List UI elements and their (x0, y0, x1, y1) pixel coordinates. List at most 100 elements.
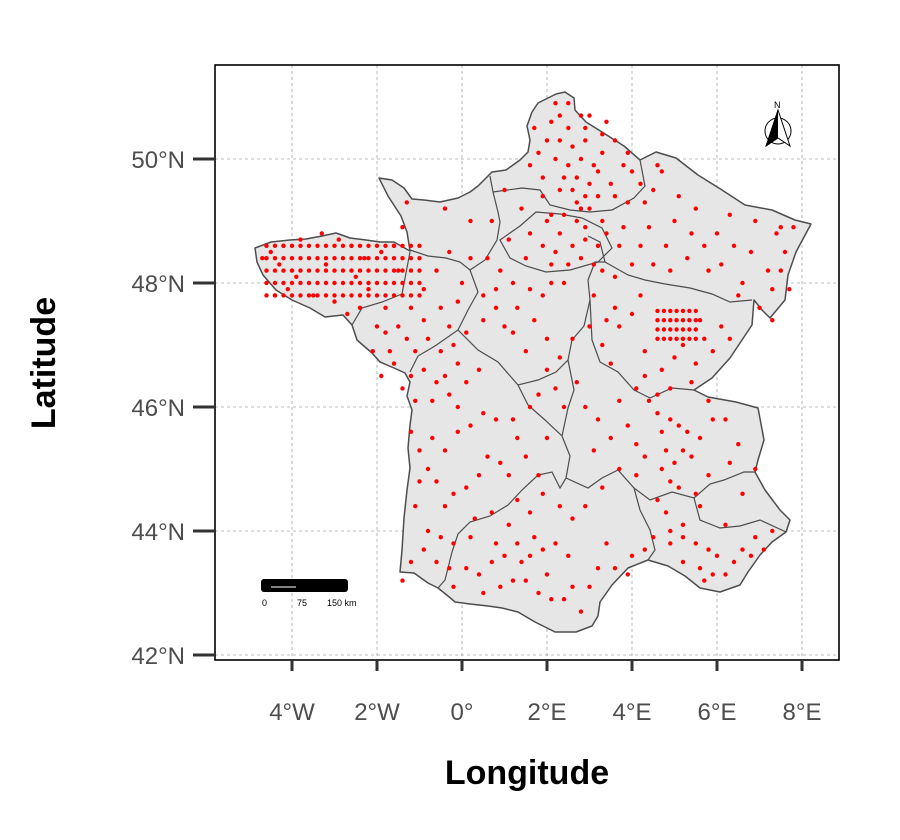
data-point (655, 336, 660, 341)
data-point (549, 119, 554, 125)
data-point (693, 206, 698, 211)
data-point (787, 287, 792, 292)
data-point (498, 460, 503, 465)
data-point (685, 256, 690, 261)
x-tick-label: 6°E (698, 699, 737, 726)
data-point (498, 584, 503, 589)
x-tick-label: 2°E (528, 699, 567, 726)
data-point (366, 293, 371, 298)
data-point (600, 485, 605, 490)
data-point (668, 541, 673, 546)
data-point (481, 590, 486, 596)
data-point (753, 466, 758, 472)
data-point (549, 212, 554, 217)
data-point (570, 584, 575, 589)
data-point (442, 448, 448, 453)
data-point (272, 280, 278, 286)
data-point (625, 572, 630, 577)
data-point (323, 262, 329, 267)
data-point (706, 547, 711, 552)
scale-bar: 0 75 150 km (261, 579, 357, 608)
data-point (642, 454, 647, 459)
data-point (651, 262, 656, 267)
data-point (544, 367, 550, 372)
data-point (659, 367, 664, 372)
data-point (540, 491, 545, 496)
data-point (540, 547, 545, 552)
data-point (323, 293, 329, 298)
data-point (298, 256, 303, 261)
data-point (557, 504, 562, 509)
data-point (574, 218, 579, 224)
data-point (421, 547, 426, 552)
data-point (702, 336, 707, 341)
y-axis-title: Latitude (25, 297, 63, 429)
data-point (340, 243, 346, 248)
data-point (638, 181, 643, 186)
data-point (540, 243, 545, 248)
data-point (476, 367, 482, 372)
data-point (608, 181, 613, 186)
data-point (629, 262, 635, 267)
data-point (413, 398, 418, 403)
data-point (481, 411, 486, 416)
data-point (536, 590, 541, 596)
data-point (646, 225, 652, 230)
data-point (685, 429, 690, 434)
data-point (281, 256, 286, 261)
data-point (668, 386, 673, 391)
data-point (510, 280, 516, 286)
north-label: N (774, 100, 781, 110)
data-point (549, 280, 554, 286)
data-point (570, 516, 575, 521)
data-point (674, 308, 679, 314)
data-point (697, 504, 703, 509)
data-point (268, 249, 273, 255)
region-border-paca (693, 497, 787, 533)
data-point (570, 243, 575, 248)
data-point (663, 510, 669, 515)
data-point (387, 349, 392, 354)
data-point (264, 280, 269, 286)
y-tick-label: 46°N (131, 395, 185, 422)
data-point (408, 305, 414, 310)
data-point (544, 572, 550, 577)
data-point (417, 293, 422, 298)
data-point (661, 327, 667, 332)
data-point (591, 448, 596, 453)
data-point (693, 336, 698, 341)
data-point (442, 373, 448, 379)
data-point (553, 541, 558, 546)
data-point (651, 535, 656, 540)
data-point (430, 435, 435, 441)
data-point (417, 268, 422, 273)
data-point (710, 417, 715, 422)
region-border-normandy (409, 175, 501, 271)
data-point (306, 280, 312, 286)
data-point (693, 541, 698, 546)
data-point (540, 194, 545, 199)
data-point (697, 318, 703, 323)
data-point (774, 231, 779, 236)
data-point (561, 175, 567, 180)
data-point (396, 268, 401, 273)
data-point (634, 442, 639, 447)
data-point (527, 404, 533, 410)
data-point (408, 373, 414, 379)
data-point (357, 268, 363, 273)
data-point (612, 274, 618, 279)
data-point (357, 305, 363, 310)
data-point (765, 268, 771, 273)
data-point (595, 417, 601, 422)
data-point (442, 504, 448, 509)
data-point (710, 349, 715, 354)
data-point (587, 584, 592, 589)
data-point (753, 535, 758, 540)
data-point (383, 330, 388, 335)
data-point (748, 249, 754, 255)
data-point (617, 398, 622, 403)
data-point (323, 268, 329, 273)
x-axis-title: Longitude (445, 754, 609, 792)
data-point (264, 268, 269, 273)
data-point (306, 293, 312, 298)
